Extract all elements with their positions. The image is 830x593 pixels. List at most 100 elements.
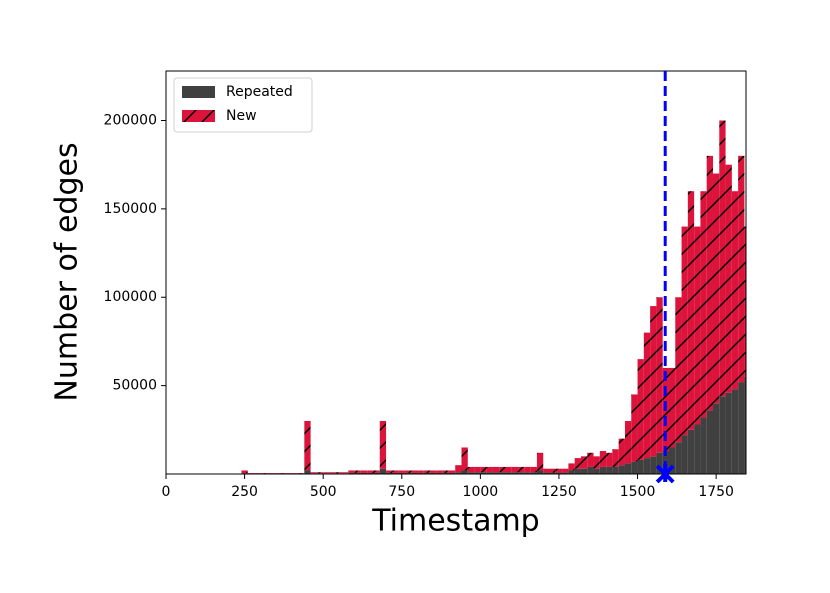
bar-segment (725, 392, 732, 474)
bar-segment (467, 466, 475, 473)
bar-segment (442, 472, 449, 474)
bar-segment (398, 472, 405, 474)
bar-segment (367, 472, 374, 474)
bar-segment (411, 472, 418, 474)
bar-segment (448, 470, 456, 473)
x-tick-label: 250 (231, 484, 258, 500)
bar-segment (606, 452, 613, 467)
bar-segment (549, 468, 556, 473)
y-tick-label: 200000 (104, 112, 157, 128)
bar-segment (656, 297, 663, 453)
bar-segment (436, 472, 443, 474)
bar-segment (562, 468, 569, 473)
bar-segment (505, 472, 512, 474)
bar-segment (618, 465, 625, 474)
bar-segment (241, 470, 248, 474)
plot-frame (165, 70, 747, 475)
bar-segment (461, 470, 468, 474)
x-tick-label: 1250 (541, 484, 577, 500)
bar-segment (656, 452, 663, 474)
bar-segment (580, 468, 588, 474)
bar-segment (335, 472, 343, 474)
bar-segment (423, 472, 431, 474)
bar-segment (323, 472, 330, 474)
bar-segment (499, 466, 506, 473)
bar-segment (411, 470, 418, 473)
bar-segment (536, 452, 544, 471)
bar-segment (298, 473, 305, 474)
legend-swatch (182, 86, 215, 98)
bar-segment (700, 417, 707, 474)
bar-segment (304, 420, 311, 471)
bar-segment (675, 442, 682, 474)
bar-segment (687, 191, 695, 430)
bar-segment (712, 173, 720, 404)
bar-segment (675, 297, 682, 443)
bar-segment (744, 376, 746, 474)
bar-segment (518, 466, 525, 473)
bar-segment (480, 472, 487, 474)
bar-segment (568, 463, 575, 471)
bar-segment (386, 470, 393, 473)
bar-segment (712, 403, 720, 474)
bar-segment (681, 435, 688, 474)
bar-segment (580, 456, 588, 469)
bar-segment (738, 382, 745, 474)
bar-segment (518, 472, 525, 474)
bar-segment (360, 472, 368, 474)
bar-segment (474, 466, 481, 473)
bar-segment (348, 472, 355, 474)
bar-segment (687, 429, 695, 474)
bar-segment (694, 226, 701, 425)
bar-segment (631, 461, 638, 474)
bar-segment (637, 459, 644, 474)
bar-segment (606, 466, 613, 474)
bar-segment (417, 470, 424, 473)
bar-segment (247, 473, 255, 474)
bar-segment (725, 164, 732, 393)
bar-segment (486, 472, 493, 474)
bar-segment (706, 410, 713, 474)
bar-segment (738, 155, 745, 383)
bar-segment (492, 472, 500, 474)
bar-segment (593, 456, 600, 469)
bar-segment (455, 465, 462, 473)
x-tick-label: 0 (162, 484, 171, 500)
bar-segment (505, 466, 512, 473)
bar-segment (379, 420, 387, 469)
bar-segment (329, 472, 336, 474)
bar-segment (624, 463, 632, 474)
bar-segment (386, 472, 393, 474)
bar-segment (731, 191, 739, 390)
bar-segment (624, 420, 632, 464)
bar-segment (455, 472, 462, 474)
bar-segment (574, 468, 581, 474)
bar-segment (631, 394, 638, 462)
bar-segment (536, 470, 544, 474)
legend-label: New (226, 108, 257, 124)
bar-segment (436, 470, 443, 473)
bar-segment (574, 458, 581, 469)
bar-segment (555, 472, 563, 474)
bar-segment (650, 306, 657, 457)
bar-segment (373, 472, 380, 474)
bar-segment (744, 226, 746, 377)
legend-label: Repeated (226, 84, 293, 100)
legend-swatch (182, 110, 215, 122)
bar-segment (392, 472, 399, 474)
y-tick-label: 50000 (112, 378, 157, 394)
x-tick-label: 1000 (463, 484, 499, 500)
bar-segment (694, 424, 701, 474)
bar-segment (279, 473, 286, 474)
bar-segment (404, 472, 412, 474)
bar-segment (360, 470, 368, 473)
bar-segment (599, 451, 607, 467)
bar-segment (404, 470, 412, 473)
bar-segment (549, 472, 556, 474)
bar-segment (499, 472, 506, 474)
bar-segment (417, 472, 424, 474)
bar-segment (719, 120, 726, 397)
bar-segment (650, 456, 657, 474)
bar-segment (524, 466, 531, 473)
bar-segment (272, 473, 280, 474)
